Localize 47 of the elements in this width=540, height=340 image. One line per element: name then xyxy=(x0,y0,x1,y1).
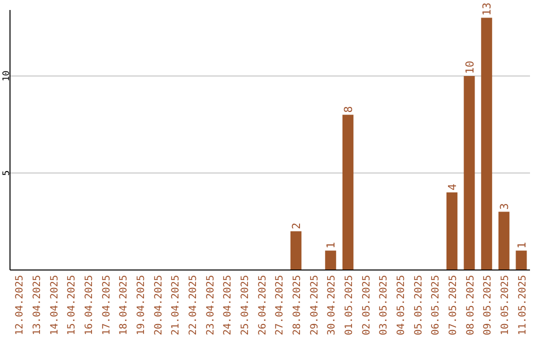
x-tick-label: 04.05.2025 xyxy=(396,275,407,336)
x-tick-label: 29.04.2025 xyxy=(309,275,320,336)
data-label: 3 xyxy=(498,203,511,210)
x-tick-label: 10.05.2025 xyxy=(500,275,511,336)
y-tick-label: 5 xyxy=(2,170,12,176)
bar xyxy=(498,212,510,270)
bar xyxy=(464,76,475,270)
x-tick-label: 16.04.2025 xyxy=(84,275,95,336)
x-tick-label: 11.05.2025 xyxy=(517,275,528,336)
data-label: 2 xyxy=(290,222,303,230)
x-tick-label: 28.04.2025 xyxy=(292,275,303,336)
data-label: 8 xyxy=(342,106,355,113)
bar xyxy=(481,18,492,270)
x-tick-label: 02.05.2025 xyxy=(361,275,372,336)
data-label: 10 xyxy=(463,60,476,74)
bar xyxy=(446,192,458,270)
data-label: 4 xyxy=(446,183,459,190)
x-tick-label: 13.04.2025 xyxy=(32,275,43,336)
x-tick-label: 22.04.2025 xyxy=(188,275,199,336)
x-tick-label: 03.05.2025 xyxy=(378,275,390,336)
x-tick-label: 07.05.2025 xyxy=(448,275,459,336)
bar xyxy=(290,231,302,270)
x-tick-label: 01.05.2025 xyxy=(344,275,355,336)
bar xyxy=(325,250,336,270)
x-tick-label: 25.04.2025 xyxy=(240,275,251,336)
data-label: 1 xyxy=(324,242,338,249)
x-tick-label: 15.04.2025 xyxy=(66,275,78,336)
bar xyxy=(516,250,527,270)
x-tick-label: 05.05.2025 xyxy=(413,275,424,336)
x-tick-label: 27.04.2025 xyxy=(274,275,286,336)
x-tick-label: 19.04.2025 xyxy=(136,275,147,336)
x-tick-label: 12.04.2025 xyxy=(14,275,26,336)
x-tick-label: 17.04.2025 xyxy=(101,275,112,336)
x-tick-label: 23.04.2025 xyxy=(205,275,216,336)
x-tick-label: 21.04.2025 xyxy=(170,275,182,336)
x-tick-label: 26.04.2025 xyxy=(257,275,268,336)
x-tick-label: 20.04.2025 xyxy=(153,275,164,336)
x-tick-label: 06.05.2025 xyxy=(430,275,442,336)
x-tick-label: 14.04.2025 xyxy=(49,275,60,336)
x-tick-label: 09.05.2025 xyxy=(482,275,494,336)
x-tick-label: 30.04.2025 xyxy=(326,275,338,336)
x-tick-label: 18.04.2025 xyxy=(118,275,130,336)
data-label: 13 xyxy=(480,2,494,16)
data-label: 1 xyxy=(515,242,528,249)
x-tick-label: 08.05.2025 xyxy=(465,275,476,336)
x-tick-label: 24.04.2025 xyxy=(222,275,234,336)
bar xyxy=(342,114,354,270)
